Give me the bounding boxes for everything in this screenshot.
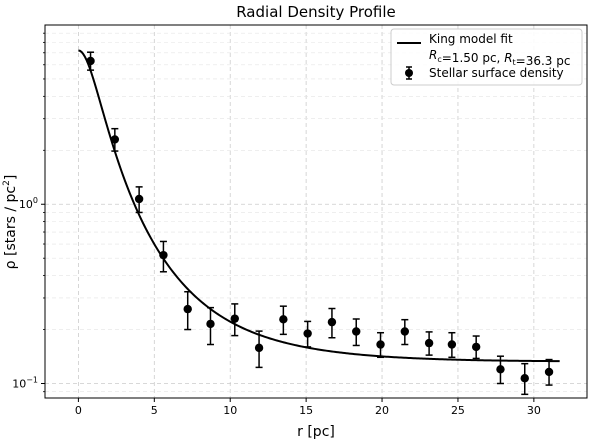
legend-param-part: R — [504, 51, 512, 65]
data-point — [279, 305, 288, 336]
x-tick-label: 20 — [375, 404, 389, 417]
x-tick-label: 25 — [451, 404, 465, 417]
data-point-marker — [303, 329, 312, 338]
y-tick-label-exponent: −1 — [26, 375, 38, 384]
data-point — [303, 320, 312, 348]
data-point — [352, 318, 361, 347]
y-tick-label-base: 10 — [19, 198, 33, 211]
data-point — [327, 307, 337, 339]
data-point — [496, 355, 505, 385]
data-point-marker — [230, 314, 239, 323]
data-point — [471, 335, 481, 360]
chart-title: Radial Density Profile — [236, 3, 396, 21]
y-axis-label-end: ] — [3, 175, 19, 180]
data-point — [183, 290, 192, 331]
legend-param-part: c — [437, 55, 441, 64]
data-point-marker — [471, 342, 481, 352]
plot-frame — [44, 24, 588, 399]
x-tick-label: 10 — [223, 404, 237, 417]
data-point — [86, 51, 95, 71]
x-tick-label: 5 — [151, 404, 158, 417]
data-point-marker — [159, 250, 168, 260]
x-axis-label: r [pc] — [297, 424, 335, 440]
data-point — [110, 127, 120, 152]
data-point — [254, 330, 264, 369]
data-point-marker — [520, 374, 529, 383]
data-point-marker — [134, 194, 144, 204]
data-point — [376, 331, 385, 359]
legend-param-part: R — [429, 48, 437, 62]
data-point-marker — [496, 365, 505, 374]
legend-param-part: t — [513, 58, 516, 67]
data-points-layer — [86, 51, 554, 396]
legend-marker-swatch — [405, 69, 413, 77]
data-point-marker — [544, 367, 554, 377]
king-model-curve — [78, 49, 560, 363]
legend-label-model-params: Rc=1.50 pc, Rt=36.3 pc — [429, 48, 570, 68]
data-point — [424, 331, 434, 356]
y-tick-label-exponent: 0 — [33, 196, 38, 205]
y-tick-label-base: 10 — [12, 377, 26, 390]
data-point-marker — [327, 317, 337, 327]
data-point-marker — [424, 338, 434, 348]
data-point — [544, 358, 554, 386]
data-point — [159, 240, 168, 273]
y-axis-label-superscript: 2 — [2, 180, 12, 186]
legend-label-points: Stellar surface density — [429, 66, 564, 80]
data-point-marker — [352, 327, 361, 336]
data-point-marker — [376, 340, 385, 349]
y-tick-label: 10−1 — [12, 375, 38, 390]
data-point-marker — [183, 304, 192, 314]
data-point-marker — [86, 56, 95, 66]
data-point — [134, 186, 144, 214]
y-axis-label-main: ρ [stars / pc — [3, 186, 19, 269]
data-point — [230, 303, 239, 337]
x-tick-label: 30 — [527, 404, 541, 417]
data-point — [206, 306, 215, 346]
legend-box — [390, 28, 583, 86]
model-curve-layer — [78, 49, 560, 363]
data-point-marker — [447, 340, 457, 349]
legend-param-part: =1.50 pc, — [442, 51, 504, 65]
y-axis-label: ρ [stars / pc2] — [2, 175, 19, 270]
y-tick-label: 100 — [19, 196, 38, 211]
x-tick-label: 0 — [75, 404, 82, 417]
data-point — [447, 331, 457, 359]
data-point-marker — [110, 135, 120, 144]
legend-param-part: =36.3 pc — [516, 54, 571, 68]
legend: King model fit Rc=1.50 pc, Rt=36.3 pcStel… — [390, 28, 583, 86]
x-tick-label: 15 — [299, 404, 313, 417]
data-point-marker — [206, 319, 215, 329]
x-axis: 0 5 10 15 20 25 30 — [75, 398, 541, 417]
data-point-marker — [400, 327, 410, 336]
data-point — [520, 362, 529, 396]
data-point — [400, 318, 410, 346]
data-point-marker — [279, 315, 288, 324]
data-point-marker — [254, 343, 264, 353]
legend-label-model: King model fit — [429, 32, 513, 46]
